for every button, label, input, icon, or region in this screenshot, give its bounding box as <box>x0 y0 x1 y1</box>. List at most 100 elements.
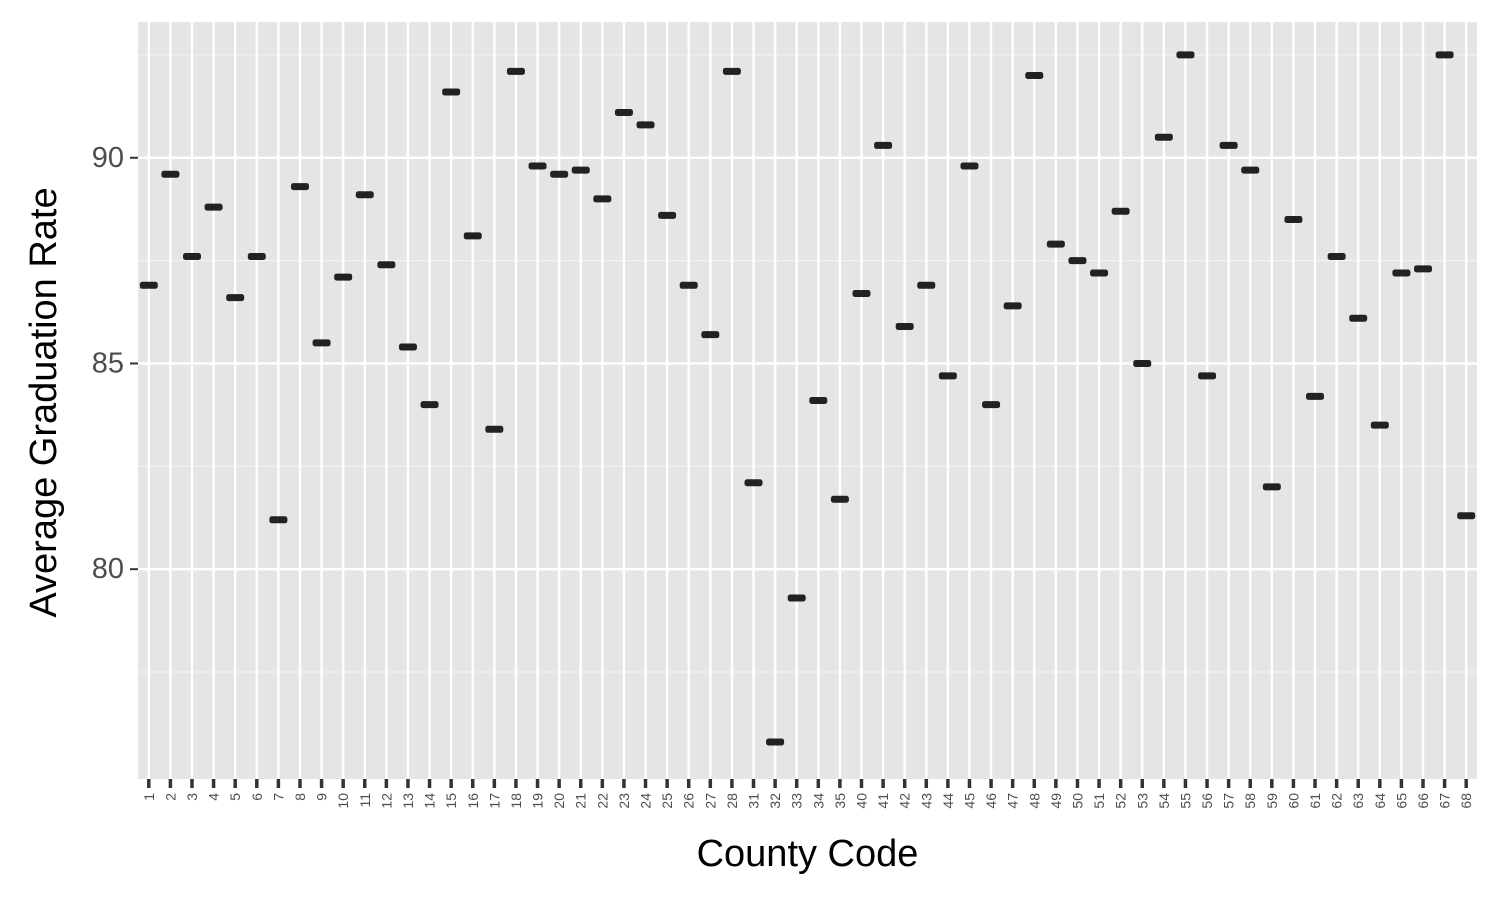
county-mark <box>247 253 266 261</box>
x-tick-label: 55 <box>1177 793 1193 809</box>
x-tick-label: 61 <box>1307 793 1323 809</box>
county-mark <box>1133 359 1152 367</box>
county-mark <box>1111 207 1130 215</box>
x-tick-label: 18 <box>508 793 524 809</box>
x-tick-label: 27 <box>702 793 718 809</box>
county-mark <box>1241 166 1260 174</box>
x-tick-label: 46 <box>983 793 999 809</box>
x-tick-label: 66 <box>1415 793 1431 809</box>
county-mark <box>1349 314 1368 322</box>
x-tick-label: 3 <box>184 793 200 801</box>
county-mark <box>506 67 525 75</box>
x-tick-label: 17 <box>486 793 502 809</box>
county-mark <box>161 170 180 178</box>
x-tick-label: 28 <box>724 793 740 809</box>
county-mark <box>182 253 201 261</box>
county-mark <box>420 401 439 409</box>
county-mark <box>1198 372 1217 380</box>
x-tick-label: 60 <box>1285 793 1301 809</box>
x-tick-label: 26 <box>681 793 697 809</box>
x-tick-label: 11 <box>357 793 373 808</box>
county-mark <box>614 109 633 117</box>
county-mark <box>1370 421 1389 429</box>
y-tick-label: 90 <box>92 142 124 174</box>
x-tick-label: 1 <box>141 793 157 801</box>
x-tick-label: 47 <box>1005 793 1021 809</box>
x-tick-label: 20 <box>551 793 567 809</box>
x-tick-label: 25 <box>659 793 675 809</box>
county-mark <box>377 261 396 269</box>
county-mark <box>895 322 914 330</box>
county-mark <box>1327 253 1346 261</box>
y-axis-title: Average Graduation Rate <box>23 187 65 617</box>
county-mark <box>787 594 806 602</box>
county-mark <box>593 195 612 203</box>
county-mark <box>917 281 936 289</box>
x-tick-label: 51 <box>1091 793 1107 809</box>
x-tick-label: 57 <box>1221 793 1237 809</box>
county-mark <box>701 331 720 339</box>
x-tick-label: 54 <box>1156 793 1172 809</box>
county-mark <box>1306 392 1325 400</box>
county-mark <box>1457 512 1476 520</box>
grid-layer <box>138 22 1477 779</box>
x-tick-label: 65 <box>1393 793 1409 809</box>
county-mark <box>355 191 374 199</box>
x-tick-label: 56 <box>1199 793 1215 809</box>
x-tick-label: 2 <box>162 793 178 801</box>
county-mark <box>874 141 893 149</box>
x-tick-label: 45 <box>961 793 977 809</box>
x-tick-label: 15 <box>443 793 459 809</box>
county-mark <box>809 397 828 404</box>
county-mark <box>1414 265 1433 273</box>
county-mark <box>658 211 677 219</box>
x-tick-label: 52 <box>1113 793 1129 809</box>
county-mark <box>1046 240 1065 248</box>
x-tick-label: 12 <box>378 793 394 809</box>
x-tick-label: 23 <box>616 793 632 809</box>
county-mark <box>636 121 655 129</box>
county-mark <box>960 162 979 170</box>
county-mark <box>269 516 288 524</box>
marks-layer <box>139 51 1476 746</box>
county-mark <box>938 372 957 380</box>
x-tick-label: 32 <box>767 793 783 809</box>
x-tick-label: 8 <box>292 793 308 801</box>
county-mark <box>204 203 223 211</box>
county-mark <box>1435 51 1454 59</box>
county-mark <box>1090 269 1109 277</box>
x-tick-label: 5 <box>227 793 243 801</box>
county-mark <box>398 343 417 351</box>
county-mark <box>744 479 763 487</box>
county-mark <box>1068 257 1087 265</box>
x-tick-label: 67 <box>1437 793 1453 809</box>
county-mark <box>852 290 871 298</box>
county-mark <box>442 88 461 96</box>
x-tick-label: 14 <box>422 793 438 809</box>
county-mark <box>290 183 309 191</box>
x-tick-label: 49 <box>1048 793 1064 809</box>
x-tick-label: 10 <box>335 793 351 809</box>
county-mark <box>571 166 590 174</box>
y-tick-label: 80 <box>92 553 124 585</box>
x-tick-label: 41 <box>875 793 891 809</box>
county-mark <box>334 273 353 281</box>
x-tick-label: 58 <box>1242 793 1258 809</box>
x-tick-label: 40 <box>853 793 869 809</box>
county-mark <box>679 281 698 289</box>
x-tick-label: 9 <box>314 793 330 801</box>
county-mark <box>312 339 331 347</box>
county-mark <box>1392 269 1411 277</box>
county-mark <box>226 294 245 302</box>
x-tick-label: 21 <box>573 793 589 809</box>
county-mark <box>766 738 785 746</box>
x-tick-label: 34 <box>810 793 826 809</box>
y-axis-ticks: 80 85 90 <box>92 142 138 585</box>
county-mark <box>830 495 849 503</box>
x-tick-label: 43 <box>918 793 934 809</box>
county-mark <box>139 281 158 289</box>
x-axis-title: County Code <box>697 833 919 875</box>
x-tick-label: 4 <box>206 793 222 801</box>
